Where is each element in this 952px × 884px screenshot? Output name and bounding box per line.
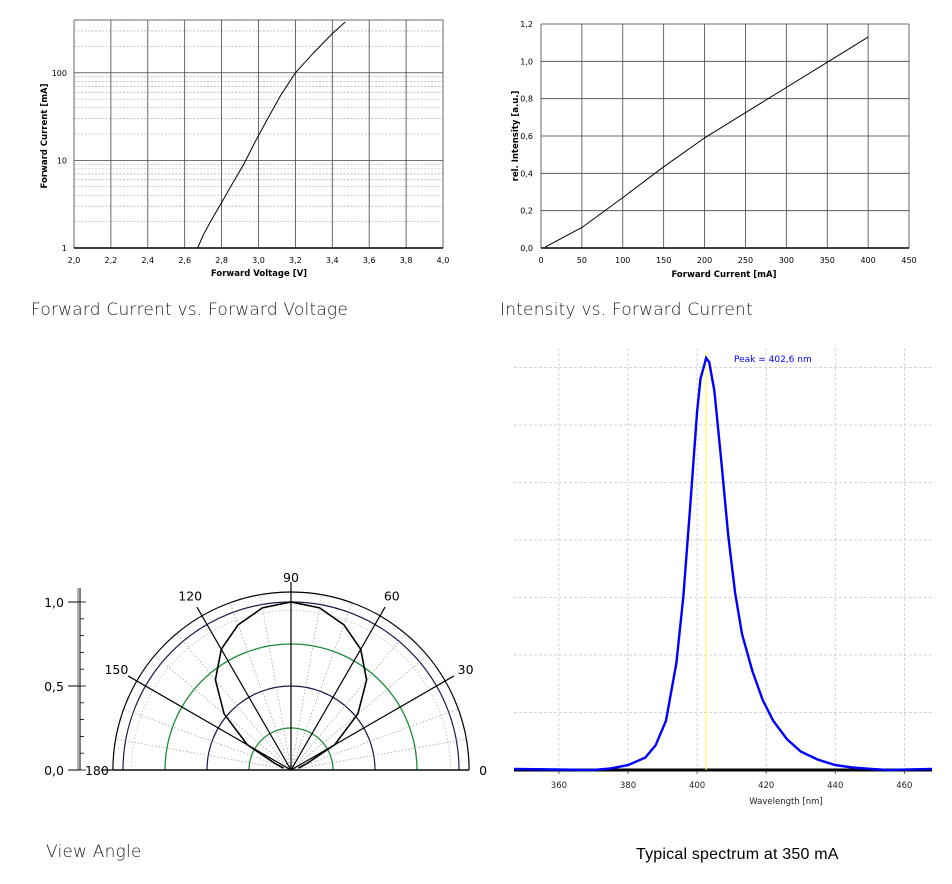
spectrum-xlabel: Wavelength [nm] [749,797,822,807]
view-scale-label: 1,0 [44,595,64,610]
intensity-vs-current-chart: 0 50 100 150 200 250 300 350 400 450 0,0 0,2 0,4 0,6 0… [511,20,917,280]
spectrum-xtick-label: 440 [827,781,843,791]
spectrum-series-line [513,355,933,772]
iv-xtick-label: 100 [615,256,630,265]
view-major-spoke [127,675,292,771]
fv-xtick-label: 2,2 [105,256,118,265]
iv-ytick-label: 0,8 [520,95,533,104]
fv-xtick-label: 3,2 [289,256,302,265]
fv-series-line [197,21,346,249]
spectrum-chart: 360 380 400 420 440 460 Peak = 402,6 nm Wavel… [513,348,933,807]
iv-xtick-label: 450 [901,256,916,265]
view-angle-label: 0 [479,763,487,778]
view-minor-spoke [290,708,459,771]
spectrum-xtick-label: 380 [620,781,636,791]
fv-xtick-label: 3,4 [326,256,339,265]
iv-ytick-label: 0,4 [520,169,533,178]
view-angle-label: 180 [85,763,109,778]
iv-xtick-label: 250 [738,256,753,265]
spectrum-xtick-label: 460 [896,781,912,791]
view-minor-spoke [229,602,292,771]
iv-xtick-label: 150 [656,256,671,265]
view-minor-spoke [259,594,292,771]
view-minor-spoke [115,738,292,771]
fv-ytick-label: 10 [57,156,67,165]
iv-series-line [544,36,869,248]
view-minor-spoke [290,655,428,771]
iv-caption: Intensity vs. Forward Current [500,300,753,320]
view-minor-spoke [290,594,323,771]
fv-ytick-label: 100 [52,69,67,78]
spectrum-xtick-label: 360 [551,781,567,791]
view-angle-polar-chart: 0,0 0,5 1,0 0 30 60 90 120 150 180 [44,570,487,778]
iv-xtick-label: 350 [820,256,835,265]
view-minor-spoke [290,602,353,771]
view-angle-label: 150 [104,662,128,677]
fv-ylabel: Forward Current [mA] [40,83,50,188]
fv-xlabel: Forward Voltage [V] [211,269,307,279]
view-major-spoke [290,606,386,771]
iv-ytick-label: 1,0 [520,57,533,66]
view-minor-spoke [290,633,406,771]
view-minor-spoke [154,655,292,771]
fv-xtick-label: 3,0 [252,256,265,265]
view-angle-series-line [214,601,368,765]
spectrum-caption: Typical spectrum at 350 mA [636,846,839,863]
iv-xtick-label: 50 [577,256,587,265]
fv-xtick-label: 3,8 [400,256,413,265]
view-scale-label: 0,0 [44,763,64,778]
fv-xtick-label: 2,4 [141,256,154,265]
iv-ylabel: rel. Intensity [a.u.] [511,91,521,182]
view-angle-label: 120 [178,588,202,603]
iv-xlabel: Forward Current [mA] [671,270,776,280]
view-caption: View Angle [46,842,142,862]
forward-current-vs-voltage-chart: 2,0 2,2 2,4 2,6 2,8 3,0 3,2 3,4 3,6 3,8 4,0110100 … [40,19,450,279]
iv-xtick-label: 300 [779,256,794,265]
iv-ytick-label: 0,0 [520,244,533,253]
view-curve-tail [275,763,284,769]
view-minor-spoke [123,708,292,771]
view-angle-label: 90 [283,570,299,585]
iv-ytick-label: 1,2 [520,20,533,29]
iv-xtick-label: 400 [860,256,875,265]
fv-xtick-label: 2,6 [178,256,191,265]
iv-xtick-label: 0 [538,256,543,265]
view-curve-tail [298,763,307,769]
fv-ytick-label: 1 [62,244,67,253]
spectrum-peak-annotation: Peak = 402,6 nm [734,355,812,365]
view-minor-spoke [176,633,292,771]
view-angle-label: 60 [384,588,400,603]
fv-xtick-label: 2,0 [68,256,81,265]
iv-ytick-label: 0,2 [520,207,533,216]
fv-xtick-label: 2,8 [215,256,228,265]
iv-xtick-label: 200 [697,256,712,265]
fv-xtick-label: 4,0 [437,256,450,265]
view-major-spoke [196,606,292,771]
view-minor-spoke [290,738,467,771]
iv-ytick-label: 0,6 [520,132,533,141]
spectrum-xtick-label: 400 [689,781,705,791]
view-fine-ring [131,610,451,771]
fv-caption: Forward Current vs. Forward Voltage [31,300,348,320]
view-scale-label: 0,5 [44,679,64,694]
fv-xtick-label: 3,6 [363,256,376,265]
view-major-spoke [290,675,455,771]
view-angle-label: 30 [458,662,474,677]
spectrum-xtick-label: 420 [758,781,774,791]
